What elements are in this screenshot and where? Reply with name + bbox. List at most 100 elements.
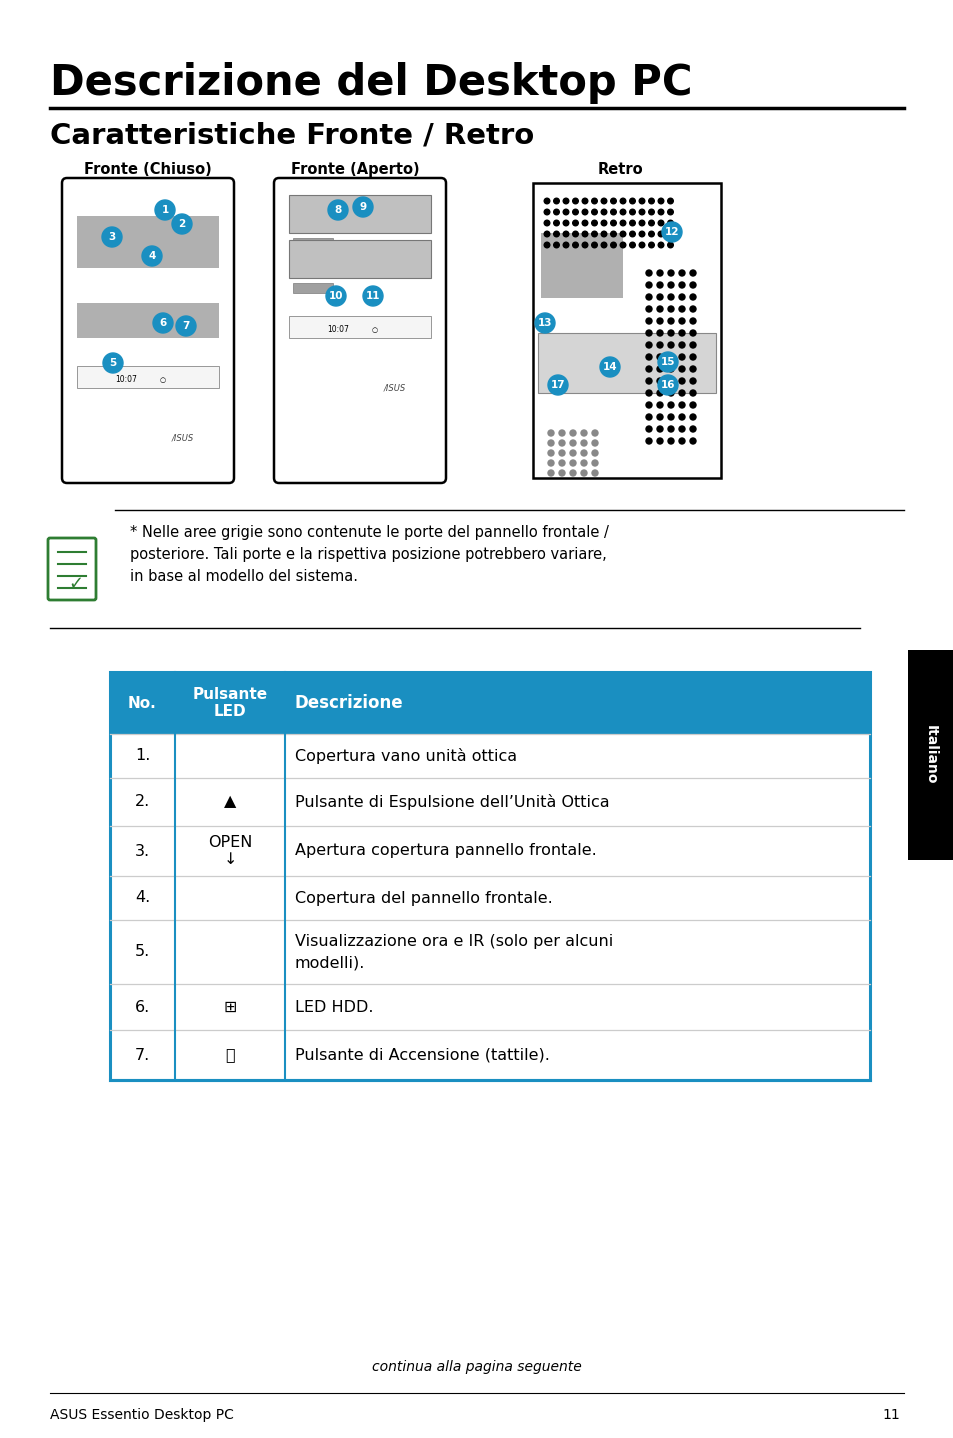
Circle shape <box>572 209 578 214</box>
Text: LED HDD.: LED HDD. <box>294 999 374 1014</box>
Circle shape <box>667 242 673 247</box>
Circle shape <box>326 286 346 306</box>
Circle shape <box>562 242 568 247</box>
Circle shape <box>689 282 696 288</box>
Text: 6: 6 <box>159 318 167 328</box>
Circle shape <box>679 439 684 444</box>
Circle shape <box>657 378 662 384</box>
Circle shape <box>328 200 348 220</box>
Circle shape <box>562 198 568 204</box>
Circle shape <box>667 426 673 431</box>
Circle shape <box>619 209 625 214</box>
Circle shape <box>645 306 651 312</box>
Circle shape <box>689 306 696 312</box>
Circle shape <box>689 329 696 336</box>
Circle shape <box>580 430 586 436</box>
Circle shape <box>657 270 662 276</box>
Circle shape <box>658 242 663 247</box>
Circle shape <box>645 270 651 276</box>
Circle shape <box>689 270 696 276</box>
Circle shape <box>558 470 564 476</box>
Circle shape <box>657 329 662 336</box>
Text: 2.: 2. <box>134 795 150 810</box>
Circle shape <box>667 367 673 372</box>
Circle shape <box>657 439 662 444</box>
Circle shape <box>689 367 696 372</box>
Circle shape <box>553 209 558 214</box>
Circle shape <box>645 390 651 395</box>
Circle shape <box>639 242 644 247</box>
Text: 14: 14 <box>602 362 617 372</box>
Circle shape <box>600 232 606 237</box>
Circle shape <box>645 329 651 336</box>
Circle shape <box>657 306 662 312</box>
Bar <box>77 303 219 338</box>
Circle shape <box>599 357 619 377</box>
Circle shape <box>547 430 554 436</box>
Circle shape <box>592 470 598 476</box>
Circle shape <box>645 293 651 301</box>
Circle shape <box>543 242 549 247</box>
Text: Pulsante di Espulsione dell’Unità Ottica: Pulsante di Espulsione dell’Unità Ottica <box>294 794 609 810</box>
Text: Pulsante di Accensione (tattile).: Pulsante di Accensione (tattile). <box>294 1047 549 1063</box>
Circle shape <box>592 460 598 466</box>
Text: ⏻: ⏻ <box>225 1047 234 1063</box>
Circle shape <box>629 209 635 214</box>
Text: /ISUS: /ISUS <box>172 433 193 443</box>
Circle shape <box>667 220 673 226</box>
Circle shape <box>572 198 578 204</box>
Circle shape <box>645 367 651 372</box>
Circle shape <box>679 293 684 301</box>
Circle shape <box>689 426 696 431</box>
Circle shape <box>667 198 673 204</box>
Circle shape <box>689 318 696 324</box>
Text: /ISUS: /ISUS <box>383 384 406 393</box>
Text: 17: 17 <box>550 380 565 390</box>
Text: 15: 15 <box>660 357 675 367</box>
FancyBboxPatch shape <box>274 178 446 483</box>
Circle shape <box>580 440 586 446</box>
Circle shape <box>679 270 684 276</box>
Circle shape <box>689 403 696 408</box>
FancyBboxPatch shape <box>62 178 233 483</box>
Text: ○: ○ <box>372 326 377 334</box>
Circle shape <box>679 282 684 288</box>
Circle shape <box>645 378 651 384</box>
Circle shape <box>689 378 696 384</box>
Text: Fronte (Aperto): Fronte (Aperto) <box>291 162 419 177</box>
Text: 5.: 5. <box>134 945 150 959</box>
Circle shape <box>629 232 635 237</box>
Text: 11: 11 <box>882 1408 899 1422</box>
Circle shape <box>600 220 606 226</box>
Circle shape <box>562 220 568 226</box>
Circle shape <box>657 367 662 372</box>
Circle shape <box>667 306 673 312</box>
Circle shape <box>547 460 554 466</box>
Circle shape <box>645 414 651 420</box>
Text: 7: 7 <box>182 321 190 331</box>
Text: 9: 9 <box>359 201 366 211</box>
Text: 5: 5 <box>110 358 116 368</box>
Circle shape <box>658 220 663 226</box>
Text: 6.: 6. <box>134 999 150 1014</box>
Circle shape <box>679 318 684 324</box>
Circle shape <box>553 220 558 226</box>
Text: Descrizione: Descrizione <box>294 695 403 712</box>
Circle shape <box>581 232 587 237</box>
Text: 1: 1 <box>161 206 169 216</box>
Circle shape <box>558 430 564 436</box>
Circle shape <box>689 414 696 420</box>
Text: 8: 8 <box>334 206 341 216</box>
Circle shape <box>658 198 663 204</box>
Circle shape <box>558 450 564 456</box>
Bar <box>289 240 431 278</box>
Text: 12: 12 <box>664 227 679 237</box>
Circle shape <box>558 460 564 466</box>
Circle shape <box>591 198 597 204</box>
Circle shape <box>591 232 597 237</box>
Circle shape <box>667 282 673 288</box>
Circle shape <box>629 242 635 247</box>
Circle shape <box>592 450 598 456</box>
Circle shape <box>600 198 606 204</box>
Text: 3.: 3. <box>134 844 150 858</box>
